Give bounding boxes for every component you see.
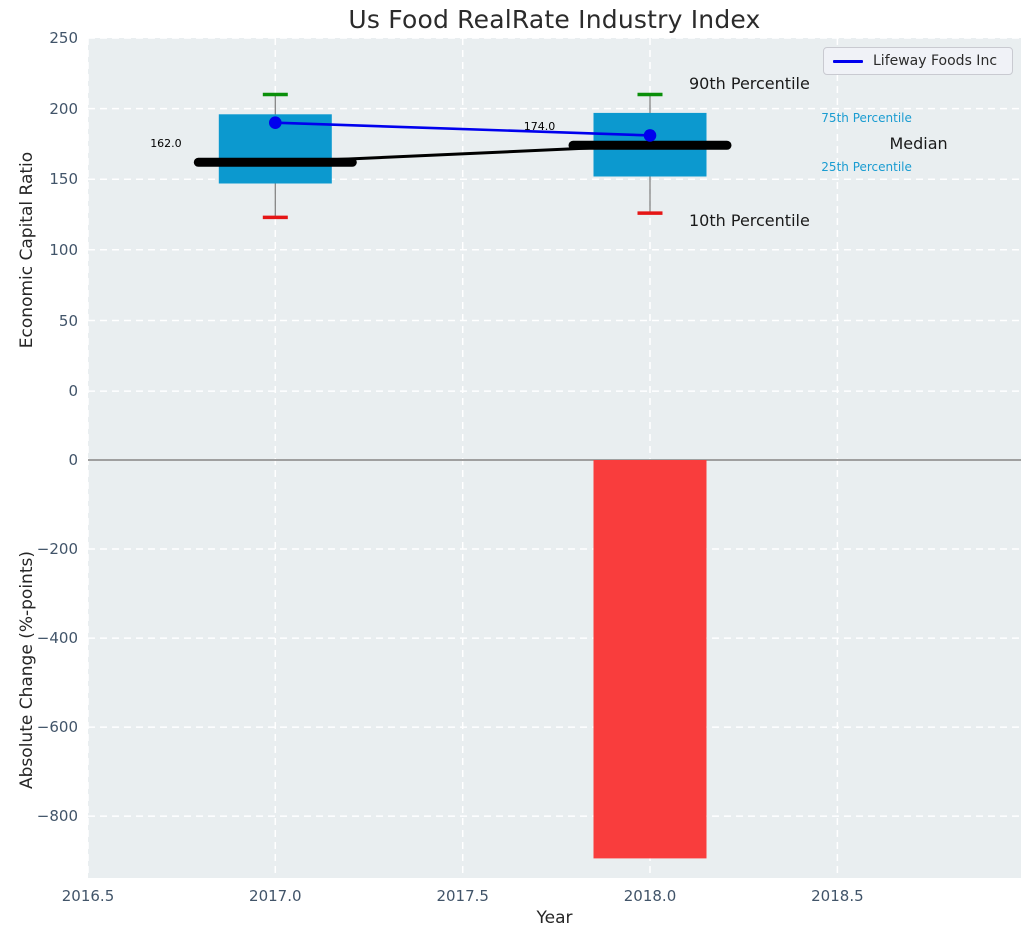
y-tick-bottom-0: 0 (68, 451, 78, 469)
annotation-162-0: 162.0 (150, 136, 182, 150)
y-tick-bottom--200: −200 (36, 540, 78, 558)
chart-canvas (88, 38, 1021, 878)
legend-label: Lifeway Foods Inc (873, 53, 998, 69)
legend: Lifeway Foods Inc (823, 47, 1013, 75)
x-tick-2018.5: 2018.5 (811, 887, 864, 905)
x-tick-2016.5: 2016.5 (61, 887, 115, 905)
plot-area: 90th Percentile 75th Percentile Median 25th… (88, 38, 1021, 878)
company-line (275, 121, 651, 137)
y-tick-top-250: 250 (49, 29, 78, 47)
y-tick-top-50: 50 (58, 311, 78, 330)
annotation-75th-percentile: 75th Percentile (821, 110, 912, 125)
y-axis-label-bottom: Absolute Change (%-points) (17, 551, 37, 789)
y-tick-bottom--600: −600 (36, 718, 78, 737)
y-tick-top-100: 100 (49, 240, 78, 259)
y-tick-bottom--800: −800 (36, 807, 78, 826)
x-tick-2018.0: 2018.0 (623, 887, 677, 905)
company-point-2017 (269, 116, 282, 129)
x-tick-2017.0: 2017.0 (249, 887, 302, 905)
annotation-median: Median (889, 134, 948, 154)
y-tick-top-0: 0 (68, 382, 78, 401)
annotation-25th-percentile: 25th Percentile (821, 159, 912, 174)
y-tick-top-150: 150 (49, 170, 78, 189)
y-tick-top-200: 200 (49, 99, 78, 118)
annotation-10th-percentile: 10th Percentile (689, 210, 810, 230)
y-axis-label-top: Economic Capital Ratio (17, 151, 37, 349)
x-axis-label: Year (536, 908, 573, 928)
y-tick-bottom--400: −400 (36, 629, 78, 648)
legend-line-swatch (833, 59, 863, 63)
company-point-2018 (643, 129, 657, 142)
annotation-174-0: 174.0 (523, 120, 556, 133)
chart-title: Us Food RealRate Industry Index (348, 5, 761, 34)
x-tick-2017.5: 2017.5 (436, 887, 489, 905)
change-bar-2018 (593, 460, 707, 859)
annotation-90th-percentile: 90th Percentile (689, 73, 810, 93)
